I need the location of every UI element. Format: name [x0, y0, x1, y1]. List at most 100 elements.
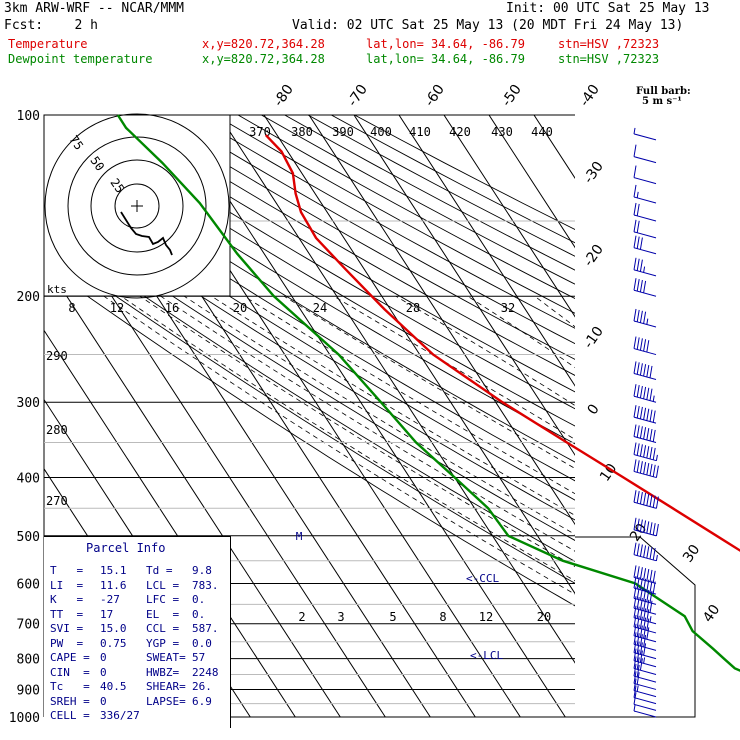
mixing-ratio-top-label: 20 [233, 301, 247, 315]
wind-barb-flag [633, 278, 637, 291]
isotherm-line [624, 115, 740, 717]
wind-barb [633, 490, 659, 509]
parcel-key: Tc = [50, 680, 90, 693]
isotherm-label: 0 [585, 401, 603, 417]
wind-barb-staff [633, 320, 657, 328]
wind-barb-flag [633, 424, 637, 437]
wind-barb-staff [633, 626, 657, 634]
wind-barb [633, 144, 657, 164]
wind-barb-flag [636, 641, 640, 654]
isotherm-line [488, 115, 575, 249]
wind-barb-flag [639, 310, 643, 323]
wind-barb-flag [639, 519, 643, 532]
wind-barb [633, 405, 657, 424]
wind-barb-flag [655, 465, 659, 478]
wind-barb-flag [633, 596, 637, 609]
pressure-tick-label: 300 [17, 396, 40, 411]
wind-barb-flag [633, 565, 637, 578]
wind-barb-staff [633, 635, 657, 643]
parcel-key: PW = [50, 636, 84, 650]
isotherm-line [308, 115, 575, 526]
wind-barb [633, 614, 657, 634]
parcel-value: 9.8 [192, 564, 212, 577]
mixing-ratio-top-label: 16 [165, 301, 179, 315]
wind-barb-staff [633, 214, 657, 222]
wind-legend-unit: 5 m s⁻¹ [642, 96, 682, 107]
wind-barb-flag [643, 617, 647, 630]
parcel-row: CELL = 336/27 [50, 709, 230, 723]
pressure-tick-label: 100 [17, 109, 40, 124]
mixing-ratio-top-label: 24 [313, 301, 327, 315]
wind-barb-flag [633, 308, 637, 322]
wind-barb-staff [633, 690, 657, 698]
mixing-ratio-low-label: 20 [537, 610, 551, 624]
wind-barb-flag [643, 364, 647, 377]
wind-barb-flag [636, 425, 640, 438]
wind-barb [633, 648, 657, 668]
wind-barb-flag [649, 547, 653, 560]
wind-barb-half [655, 554, 658, 562]
wind-barb-flag [639, 385, 643, 399]
lcl-marker: <-LCL [470, 649, 503, 662]
wind-barb-flag [633, 517, 637, 530]
parcel-row: LI = 11.6 LCL = 783. [50, 579, 230, 593]
parcel-key: Td = [146, 564, 173, 577]
wind-barb-staff [633, 607, 657, 615]
wind-barb-flag [646, 446, 650, 459]
wind-barb-flag [639, 642, 643, 655]
hodograph-trace [120, 211, 173, 256]
parcel-value: 11.6 [100, 578, 127, 592]
wind-barb [633, 656, 657, 675]
forecast-hour: Fcst: 2 h [4, 18, 98, 33]
wind-barb-staff [633, 454, 657, 462]
wind-barb-staff [633, 587, 657, 595]
model-title: 3km ARW-WRF -- NCAR/MMM [4, 1, 185, 16]
wind-barb-flag [643, 608, 647, 621]
moist-adiabat-line [183, 295, 575, 535]
isotherm-label: -10 [581, 324, 607, 352]
wind-barb-flag [646, 340, 650, 353]
wind-barb-staff [633, 196, 657, 204]
wind-barb-flag [643, 520, 647, 533]
isotherm-label: -30 [581, 159, 607, 187]
mixing-ratio-top-label: 32 [501, 301, 515, 315]
wind-barb-flag [639, 338, 643, 351]
parcel-key: TT = [50, 607, 84, 621]
wind-barb [633, 184, 657, 204]
wind-barb-staff [633, 703, 657, 711]
parcel-value: 40.5 [100, 680, 127, 693]
dew-legend-stn: stn=HSV ,72323 [558, 52, 660, 66]
wind-barb-flag [646, 462, 650, 476]
wind-barb-half [652, 395, 655, 402]
parcel-key: LI = [50, 578, 84, 592]
wind-barb-flag [649, 494, 653, 507]
wind-barb-staff [633, 289, 657, 297]
wind-barb-flag [652, 429, 656, 443]
parcel-value: -27 [100, 593, 120, 606]
wind-legend-title: Full barb: [636, 86, 691, 97]
wind-barb-staff [633, 597, 657, 605]
profile-series [116, 114, 740, 672]
wind-barb-flag [639, 544, 643, 557]
wind-barb-flag [652, 570, 656, 583]
parcel-value: 0 [100, 651, 107, 664]
moist-adiabat-line [467, 295, 575, 368]
wind-barb [633, 219, 657, 239]
pressure-tick-label: 700 [17, 618, 40, 633]
wind-barb-flag [643, 445, 647, 458]
wind-barb-flag [639, 363, 643, 376]
wind-barb-flag [633, 165, 637, 178]
wind-barb-flag [639, 625, 643, 638]
wind-barb-flag [646, 364, 650, 378]
parcel-row: PW = 0.75 YGP = 0.0 [50, 637, 230, 651]
wind-barb-staff [633, 501, 657, 509]
isotherm-label: -40 [577, 82, 603, 110]
wind-barb-staff [633, 348, 657, 356]
parcel-value: 783. [192, 578, 219, 592]
wind-barb-flag [639, 650, 643, 663]
parcel-value: 26. [192, 680, 212, 693]
wind-barb-half [655, 454, 658, 461]
wind-barb-flag [636, 236, 640, 249]
